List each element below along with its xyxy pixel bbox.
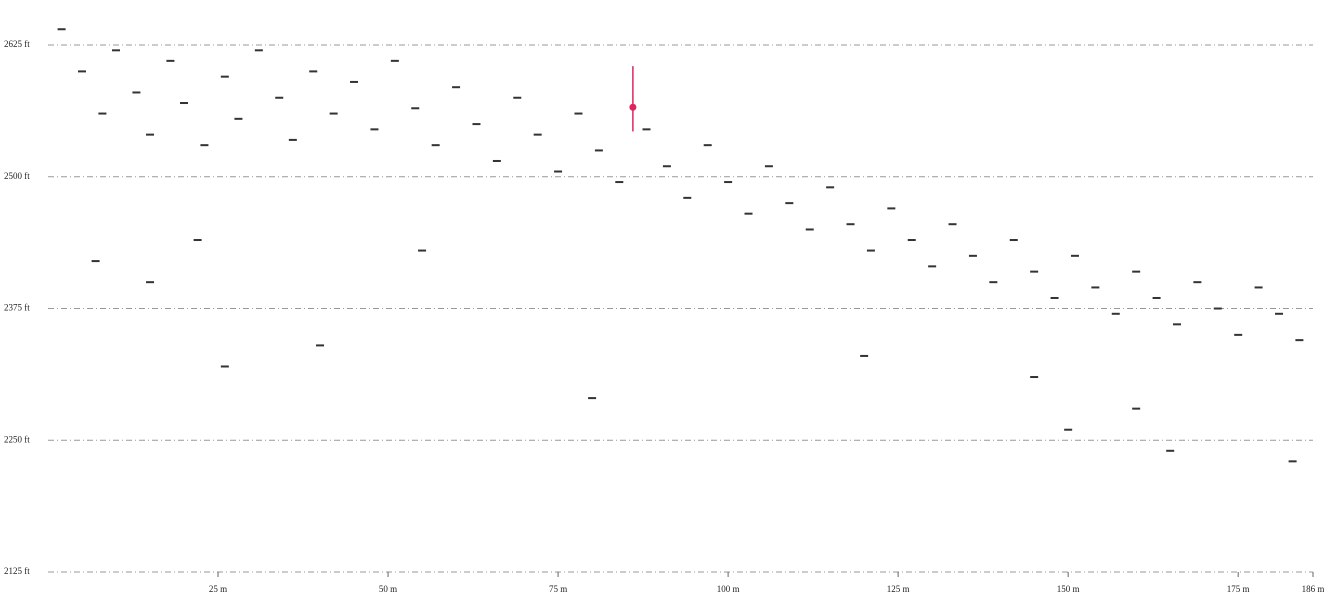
point <box>1214 308 1222 310</box>
point <box>513 97 521 99</box>
point <box>112 49 120 51</box>
point <box>949 223 957 225</box>
profile-chart: 2125 ft 2250 ft 2375 ft 2500 ft 2625 ft 25 m 5… <box>0 0 1324 603</box>
point <box>391 60 399 62</box>
point <box>1071 255 1079 257</box>
y-tick-label: 2625 ft <box>4 39 30 49</box>
point <box>221 365 229 367</box>
point <box>867 250 875 252</box>
cursor-point <box>629 104 636 111</box>
x-tick-label: 150 m <box>1057 584 1080 594</box>
x-tick-label: 186 m <box>1302 584 1324 594</box>
point <box>826 186 834 188</box>
point <box>1030 271 1038 273</box>
point <box>704 144 712 146</box>
y-tick-label: 2500 ft <box>4 171 30 181</box>
point <box>1289 460 1297 462</box>
point <box>58 28 66 30</box>
point <box>309 70 317 72</box>
point <box>418 250 426 252</box>
point <box>806 228 814 230</box>
point <box>908 239 916 241</box>
point <box>452 86 460 88</box>
point <box>928 265 936 267</box>
point <box>493 160 501 162</box>
point <box>887 207 895 209</box>
x-tick-label: 75 m <box>549 584 567 594</box>
point <box>1173 323 1181 325</box>
point <box>595 149 603 151</box>
point <box>745 213 753 215</box>
x-tick-label: 175 m <box>1227 584 1250 594</box>
point <box>180 102 188 104</box>
point <box>1295 339 1303 341</box>
point <box>642 128 650 130</box>
point <box>1051 297 1059 299</box>
x-tick-label: 25 m <box>209 584 227 594</box>
y-tick-label: 2125 ft <box>4 566 30 576</box>
point <box>146 134 154 136</box>
point <box>847 223 855 225</box>
point <box>330 113 338 115</box>
point <box>289 139 297 141</box>
point <box>860 355 868 357</box>
point <box>969 255 977 257</box>
point <box>1132 408 1140 410</box>
point <box>194 239 202 241</box>
point <box>1234 334 1242 336</box>
point <box>1064 429 1072 431</box>
x-tick-label: 125 m <box>887 584 910 594</box>
point <box>316 344 324 346</box>
point <box>588 397 596 399</box>
y-tick-label: 2375 ft <box>4 303 30 313</box>
point <box>765 165 773 167</box>
point <box>1132 271 1140 273</box>
x-tick-label: 100 m <box>717 584 740 594</box>
point <box>1010 239 1018 241</box>
point <box>683 197 691 199</box>
point <box>615 181 623 183</box>
y-tick-label: 2250 ft <box>4 434 30 444</box>
point <box>534 134 542 136</box>
point <box>663 165 671 167</box>
point <box>200 144 208 146</box>
point <box>1112 313 1120 315</box>
point <box>275 97 283 99</box>
point <box>1193 281 1201 283</box>
point <box>132 91 140 93</box>
point <box>98 113 106 115</box>
point <box>432 144 440 146</box>
point <box>221 76 229 78</box>
point <box>350 81 358 83</box>
point <box>166 60 174 62</box>
point <box>92 260 100 262</box>
point <box>989 281 997 283</box>
point <box>574 113 582 115</box>
point <box>1166 450 1174 452</box>
point <box>472 123 480 125</box>
point <box>1030 376 1038 378</box>
point <box>146 281 154 283</box>
point <box>554 171 562 173</box>
point <box>1153 297 1161 299</box>
point <box>1091 286 1099 288</box>
point <box>234 118 242 120</box>
point <box>78 70 86 72</box>
point <box>724 181 732 183</box>
point <box>255 49 263 51</box>
point <box>785 202 793 204</box>
point <box>411 107 419 109</box>
point <box>1255 286 1263 288</box>
x-tick-label: 50 m <box>379 584 397 594</box>
point <box>370 128 378 130</box>
point <box>1275 313 1283 315</box>
